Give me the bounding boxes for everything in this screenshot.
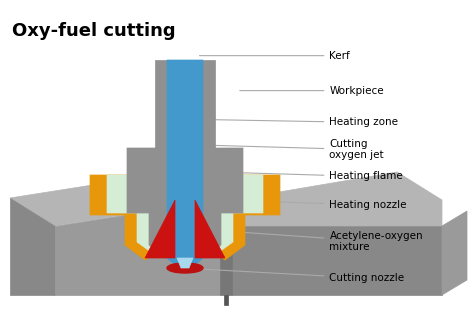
Polygon shape [232, 226, 442, 295]
Text: Oxy-fuel cutting: Oxy-fuel cutting [12, 22, 176, 40]
Polygon shape [155, 60, 215, 148]
Polygon shape [224, 295, 228, 305]
Polygon shape [10, 198, 55, 295]
Text: Kerf: Kerf [200, 51, 350, 61]
Text: Cutting
oxygen jet: Cutting oxygen jet [192, 139, 384, 160]
Polygon shape [55, 200, 220, 295]
Text: Cutting nozzle: Cutting nozzle [197, 269, 404, 283]
Polygon shape [220, 200, 232, 295]
Ellipse shape [167, 263, 203, 273]
Polygon shape [442, 211, 467, 295]
Polygon shape [107, 175, 263, 255]
Text: Workpiece: Workpiece [240, 86, 384, 96]
Polygon shape [195, 200, 225, 258]
Polygon shape [10, 172, 220, 226]
Text: Heating zone: Heating zone [192, 117, 399, 128]
Polygon shape [145, 200, 175, 258]
Polygon shape [127, 148, 243, 258]
Text: Heating nozzle: Heating nozzle [197, 199, 407, 210]
Text: Heating flame: Heating flame [209, 171, 403, 182]
Polygon shape [177, 258, 193, 268]
Polygon shape [232, 172, 442, 226]
Polygon shape [90, 175, 280, 260]
Polygon shape [167, 60, 203, 265]
Text: Acetylene-oxygen
mixture: Acetylene-oxygen mixture [197, 229, 423, 252]
